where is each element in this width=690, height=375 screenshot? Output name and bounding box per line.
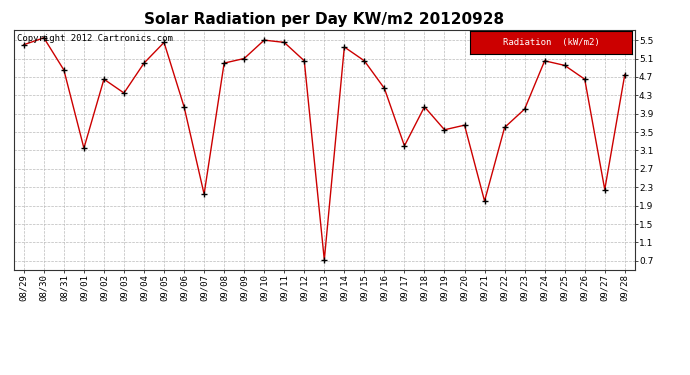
Text: Copyright 2012 Cartronics.com: Copyright 2012 Cartronics.com bbox=[17, 34, 172, 43]
Title: Solar Radiation per Day KW/m2 20120928: Solar Radiation per Day KW/m2 20120928 bbox=[144, 12, 504, 27]
